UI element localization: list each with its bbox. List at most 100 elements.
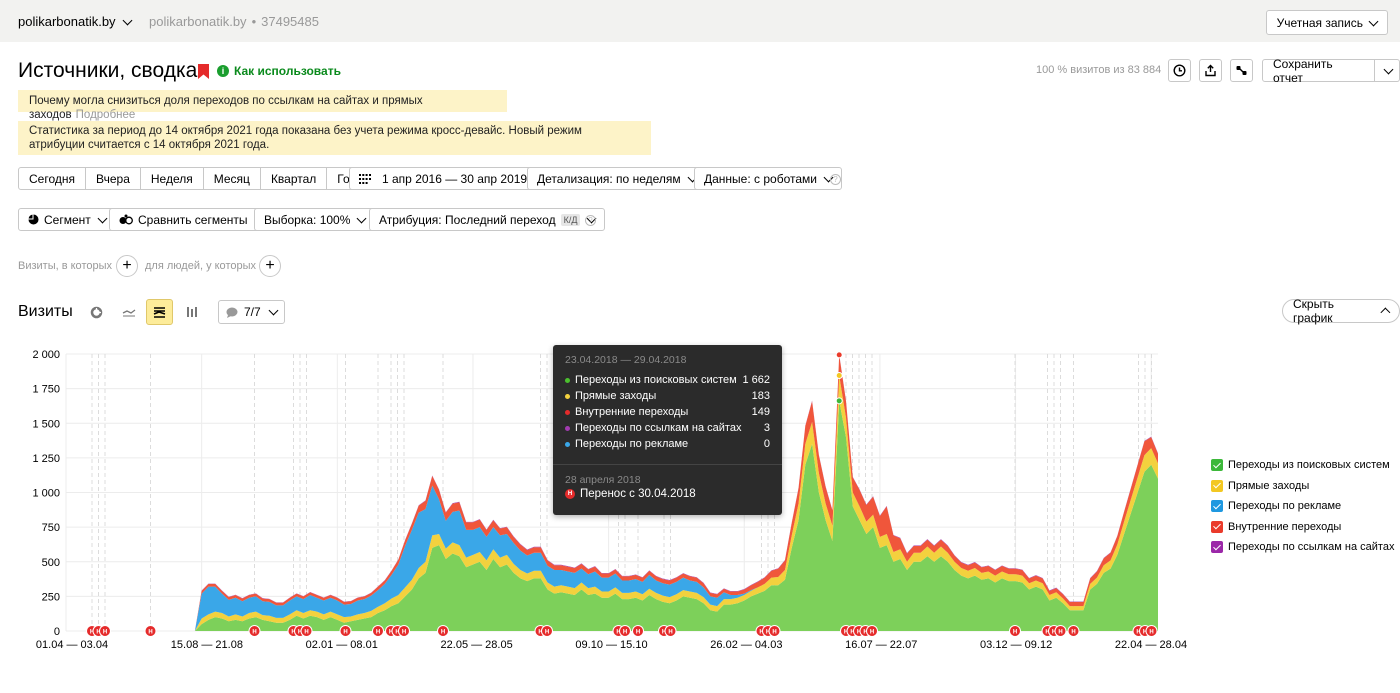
history-button[interactable] bbox=[1168, 59, 1191, 82]
comment-icon bbox=[226, 307, 238, 318]
note-marker-letter: Н bbox=[1045, 630, 1049, 636]
tooltip-row-value: 149 bbox=[751, 406, 770, 418]
date-range-picker[interactable]: 1 апр 2016 — 30 апр 2019 bbox=[349, 167, 538, 190]
note-marker: Н bbox=[248, 625, 261, 637]
y-tick-label: 1 750 bbox=[32, 384, 60, 396]
legend-item-search[interactable]: Переходы из поисковых систем bbox=[1211, 455, 1394, 476]
note-marker-letter: Н bbox=[103, 630, 107, 636]
site-switcher[interactable]: polikarbonatik.by bbox=[18, 14, 133, 29]
note-marker-letter: Н bbox=[616, 630, 620, 636]
tooltip-row-value: 3 bbox=[763, 422, 770, 434]
link-button[interactable] bbox=[1230, 59, 1253, 82]
notice-text: Почему могла снизиться доля переходов по… bbox=[29, 95, 423, 121]
note-marker: Н bbox=[144, 625, 157, 637]
note-marker-letter: Н bbox=[1013, 630, 1017, 636]
chart-type-bar[interactable] bbox=[178, 299, 205, 325]
save-report-button[interactable]: Сохранить отчет bbox=[1262, 57, 1375, 85]
account-label: Учетная запись bbox=[1276, 15, 1363, 30]
howto-link[interactable]: i Как использовать bbox=[217, 64, 341, 78]
notice-more-link[interactable]: Подробнее bbox=[75, 109, 136, 121]
period-yesterday[interactable]: Вчера bbox=[86, 167, 141, 190]
note-marker: Н bbox=[1009, 625, 1021, 637]
note-marker-dot bbox=[866, 625, 878, 637]
checkbox-icon bbox=[1211, 500, 1223, 513]
y-tick-label: 1 000 bbox=[32, 488, 60, 500]
checkbox-icon bbox=[1211, 459, 1223, 472]
calendar-icon bbox=[359, 173, 371, 184]
note-marker: Н bbox=[632, 625, 644, 637]
chart-type-pie[interactable] bbox=[83, 299, 110, 325]
note-marker-letter: Н bbox=[759, 630, 763, 636]
chart-type-area[interactable] bbox=[146, 299, 173, 325]
compare-segments-button[interactable]: Сравнить сегменты bbox=[109, 208, 273, 231]
bookmark-icon[interactable] bbox=[198, 64, 209, 79]
note-marker-letter: Н bbox=[538, 630, 542, 636]
add-visit-filter-button[interactable]: + bbox=[116, 255, 138, 277]
save-report-menu-button[interactable] bbox=[1374, 59, 1400, 82]
tooltip-row-name: Переходы по рекламе bbox=[575, 438, 689, 450]
tooltip-row-name: Прямые заходы bbox=[575, 390, 657, 402]
legend-label: Переходы из поисковых систем bbox=[1228, 459, 1390, 472]
note-marker: Н bbox=[866, 625, 878, 637]
chevron-down-icon bbox=[97, 213, 108, 223]
sample-select[interactable]: Выборка: 100% bbox=[254, 208, 376, 231]
note-marker-letter: Н bbox=[545, 630, 549, 636]
series-area-0 bbox=[66, 400, 1158, 631]
note-marker-letter: Н bbox=[90, 630, 94, 636]
legend-item-ads[interactable]: Переходы по рекламе bbox=[1211, 496, 1394, 517]
note-marker-dot bbox=[1145, 625, 1158, 637]
x-tick-label: 02.01 — 08.01 bbox=[306, 639, 378, 651]
notes-count: 7/7 bbox=[244, 305, 261, 319]
note-marker-dot bbox=[619, 625, 631, 637]
note-marker-letter: Н bbox=[766, 630, 770, 636]
chart-title: Визиты bbox=[18, 303, 73, 320]
robots-select[interactable]: Данные: с роботами bbox=[694, 167, 842, 190]
robots-label: Данные: с роботами bbox=[704, 171, 817, 186]
note-marker-letter: Н bbox=[844, 630, 848, 636]
hide-chart-button[interactable]: Скрыть график bbox=[1282, 297, 1400, 325]
note-marker-dot bbox=[339, 625, 352, 637]
chevron-down-icon bbox=[268, 305, 279, 316]
tooltip-row: Переходы по рекламе 0 bbox=[565, 436, 770, 452]
period-quarter[interactable]: Квартал bbox=[260, 167, 328, 190]
help-icon[interactable]: ? bbox=[585, 215, 596, 226]
add-people-filter-button[interactable]: + bbox=[259, 255, 281, 277]
note-marker-letter: Н bbox=[252, 630, 256, 636]
note-marker-dot bbox=[1054, 625, 1067, 637]
period-today[interactable]: Сегодня bbox=[18, 167, 86, 190]
chevron-down-icon bbox=[1383, 64, 1394, 74]
period-week[interactable]: Неделя bbox=[140, 167, 204, 190]
note-marker-dot bbox=[664, 625, 677, 637]
tooltip-row: Прямые заходы 183 bbox=[565, 388, 770, 404]
note-marker-letter: Н bbox=[291, 630, 295, 636]
tooltip-note: Н Перенос с 30.04.2018 bbox=[565, 488, 696, 500]
period-month[interactable]: Месяц bbox=[203, 167, 261, 190]
detail-select[interactable]: Детализация: по неделям bbox=[527, 167, 706, 190]
legend-item-internal[interactable]: Внутренние переходы bbox=[1211, 517, 1394, 538]
account-button[interactable]: Учетная запись bbox=[1265, 10, 1388, 35]
legend-item-direct[interactable]: Прямые заходы bbox=[1211, 476, 1394, 497]
note-marker-letter: Н bbox=[148, 630, 152, 636]
help-icon[interactable]: ? bbox=[830, 174, 841, 185]
segment-button[interactable]: Сегмент bbox=[18, 208, 116, 231]
legend-item-links[interactable]: Переходы по ссылкам на сайтах bbox=[1211, 537, 1394, 558]
export-button[interactable] bbox=[1199, 59, 1222, 82]
note-marker-letter: Н bbox=[395, 630, 399, 636]
chart-tooltip: 23.04.2018 — 29.04.2018 Переходы из поис… bbox=[553, 345, 782, 515]
compare-icon bbox=[119, 214, 133, 225]
note-marker-dot bbox=[768, 625, 781, 637]
checkbox-icon bbox=[1211, 479, 1223, 492]
notes-button[interactable]: 7/7 bbox=[218, 300, 285, 324]
plus-icon: + bbox=[265, 257, 275, 274]
dot-icon bbox=[565, 441, 570, 447]
note-marker-letter: Н bbox=[870, 630, 874, 636]
note-marker: Н bbox=[768, 625, 781, 637]
tooltip-note-date: 28 апреля 2018 bbox=[565, 474, 641, 486]
chevron-down-icon bbox=[356, 213, 367, 223]
attribution-select[interactable]: Атрибуция: Последний переход К/Д bbox=[369, 208, 606, 231]
info-icon: i bbox=[217, 65, 229, 77]
note-marker-letter: Н bbox=[1149, 630, 1153, 636]
chart-type-line[interactable] bbox=[115, 299, 142, 325]
note-marker-letter: Н bbox=[402, 630, 406, 636]
